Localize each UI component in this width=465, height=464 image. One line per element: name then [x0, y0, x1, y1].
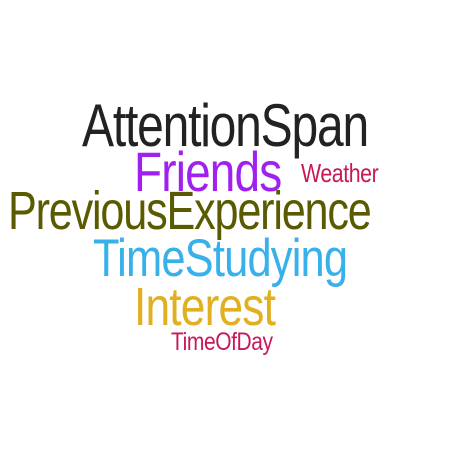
- word-attention-span: AttentionSpan: [82, 92, 369, 159]
- word-time-studying: TimeStudying: [93, 229, 348, 288]
- word-weather: Weather: [301, 158, 379, 188]
- word-previous-experience: PreviousExperience: [8, 181, 372, 241]
- word-friends: Friends: [134, 140, 282, 203]
- word-interest: Interest: [134, 277, 276, 337]
- word-time-of-day: TimeOfDay: [171, 328, 273, 356]
